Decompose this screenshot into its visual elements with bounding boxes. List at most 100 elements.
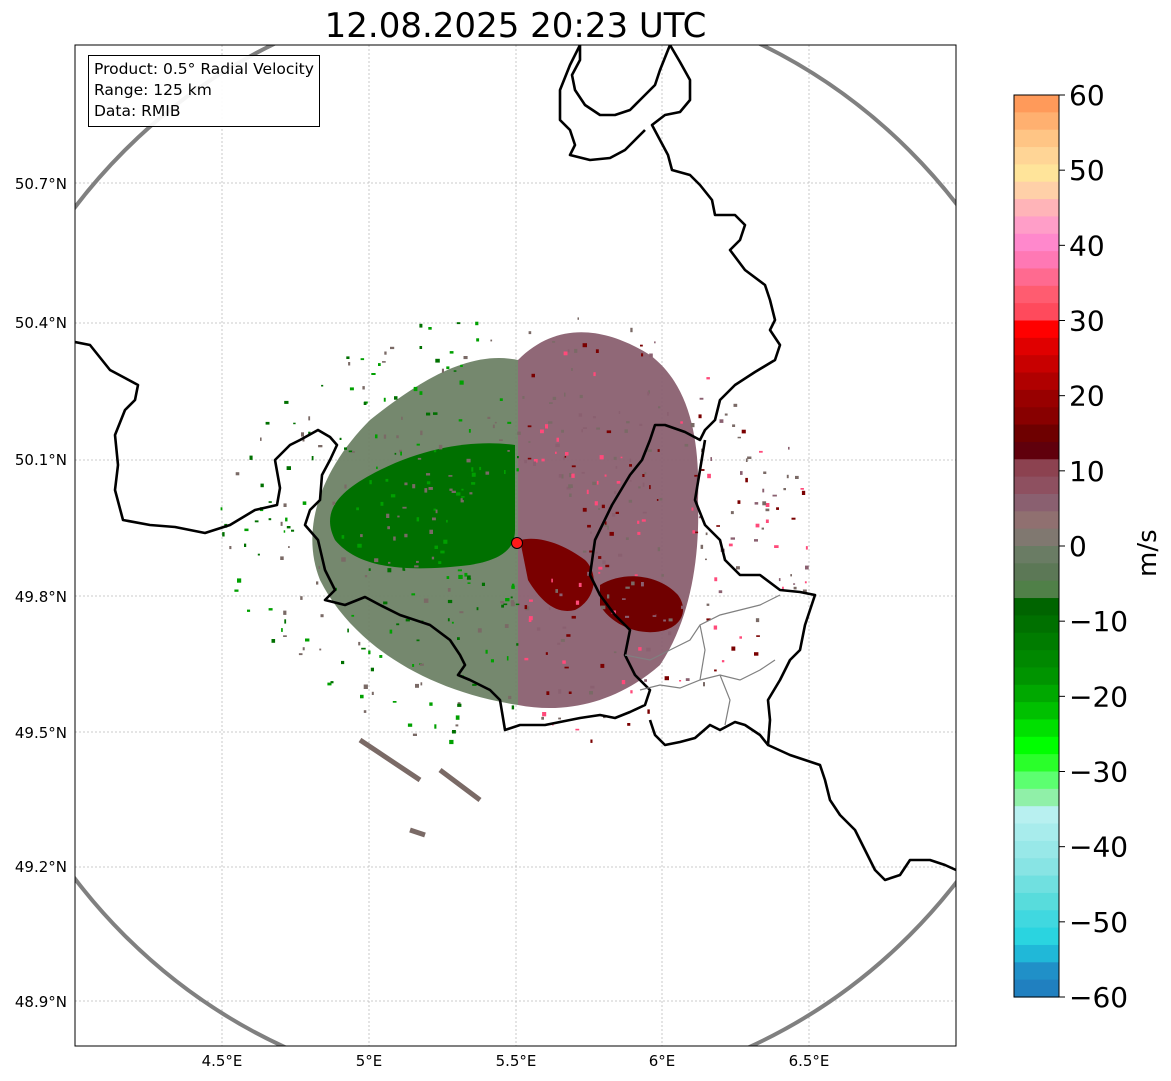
- map-frame: [74, 44, 957, 1047]
- colorbar-tick-label: 0: [1069, 530, 1087, 563]
- echo-speckle: [710, 457, 712, 461]
- echo-speckle: [508, 695, 512, 700]
- echo-speckle: [611, 513, 616, 517]
- colorbar-band: [1014, 944, 1059, 963]
- echo-speckle: [548, 421, 553, 424]
- echo-speckle: [348, 362, 351, 366]
- echo-speckle: [740, 471, 743, 475]
- echo-speckle: [504, 470, 506, 474]
- echo-speckle: [641, 519, 646, 522]
- regional-borders: [624, 594, 781, 726]
- echo-speckle: [568, 691, 572, 694]
- echo-speckle: [563, 351, 568, 356]
- echo-speckle: [582, 550, 587, 553]
- echo-speckle: [476, 607, 479, 611]
- echo-speckle: [561, 572, 565, 575]
- colorbar-band: [1014, 736, 1059, 755]
- echo-speckle: [625, 615, 630, 618]
- echo-speckle: [388, 561, 392, 564]
- echo-speckle: [546, 691, 550, 695]
- echo-speckle: [615, 466, 618, 469]
- echo-speckle: [506, 656, 509, 661]
- echo-speckle: [446, 576, 450, 579]
- echo-speckle: [598, 571, 601, 574]
- echo-speckle: [510, 600, 515, 603]
- echo-speckle: [625, 586, 630, 589]
- echo-speckle: [363, 710, 367, 713]
- echo-speckle: [561, 429, 564, 433]
- echo-speckle: [618, 411, 621, 414]
- echo-speckle: [805, 546, 808, 550]
- echo-speckle: [560, 639, 565, 642]
- colorbar-tick-label: −40: [1069, 831, 1128, 864]
- echo-speckle: [268, 501, 272, 503]
- echo-speckle: [390, 561, 393, 566]
- colorbar-ticks: 60 50 40 30 20 10 0 −10 −20 −30 −40 −50 −60: [1059, 79, 1128, 1014]
- colorbar-band: [1014, 563, 1059, 582]
- echo-speckle: [396, 623, 400, 626]
- echo-speckle: [510, 596, 513, 599]
- echo-speckle: [765, 508, 770, 512]
- echo-speckle: [641, 353, 644, 357]
- echo-speckle: [499, 476, 502, 479]
- echo-speckle: [557, 642, 561, 645]
- echo-speckle: [541, 458, 545, 462]
- echo-speckle: [582, 343, 587, 348]
- colorbar-band: [1014, 719, 1059, 738]
- echo-speckle: [638, 486, 641, 489]
- echo-speckle: [698, 414, 702, 419]
- echo-speckle: [552, 396, 557, 400]
- echo-speckle: [222, 532, 225, 537]
- echo-speckle: [528, 331, 532, 335]
- echo-speckle: [380, 501, 384, 506]
- colorbar-tick-label: −30: [1069, 756, 1128, 789]
- echo-speckle: [626, 421, 630, 424]
- echo-speckle: [642, 474, 645, 477]
- radar-site-marker[interactable]: [511, 537, 523, 549]
- echo-speckle: [492, 424, 495, 429]
- echo-speckle: [426, 473, 431, 476]
- colorbar-band: [1014, 580, 1059, 599]
- echo-speckle: [581, 471, 585, 474]
- echo-speckle: [634, 574, 638, 576]
- echo-speckle: [763, 471, 767, 474]
- echo-speckle: [507, 450, 510, 452]
- colorbar-band: [1014, 511, 1059, 530]
- echo-speckle: [652, 613, 656, 616]
- echo-speckle: [320, 614, 324, 618]
- echo-speckle: [616, 481, 621, 484]
- echo-speckle: [788, 446, 790, 450]
- lat-tick-label: 49.8°N: [15, 588, 67, 606]
- echo-speckle: [494, 421, 497, 424]
- colorbar-band: [1014, 459, 1059, 478]
- echo-speckle: [434, 724, 437, 729]
- echo-speckle: [649, 485, 651, 490]
- colorbar-band: [1014, 147, 1059, 165]
- echo-speckle: [419, 391, 423, 395]
- echo-speckle: [403, 568, 406, 571]
- echo-speckle: [533, 461, 536, 466]
- echo-speckle: [592, 416, 596, 419]
- echo-speckle: [364, 575, 368, 578]
- echo-speckle: [716, 525, 720, 527]
- echo-speckle: [587, 571, 590, 576]
- echo-speckle: [772, 494, 777, 497]
- echo-speckle: [490, 339, 493, 342]
- colorbar-band: [1014, 632, 1059, 651]
- echo-speckle: [511, 705, 515, 710]
- echo-outbound-core: [600, 576, 684, 633]
- echo-speckle: [607, 525, 609, 530]
- echo-speckle: [396, 435, 399, 439]
- colorbar-band: [1014, 303, 1059, 322]
- echo-speckle: [347, 628, 349, 633]
- echo-speckle: [433, 508, 437, 511]
- colorbar-band: [1014, 927, 1059, 946]
- colorbar-band: [1014, 840, 1059, 859]
- echo-speckle: [448, 475, 453, 477]
- echo-speckle: [782, 586, 784, 590]
- echo-speckle: [449, 351, 454, 354]
- echo-speckle: [629, 458, 632, 462]
- echo-speckle: [528, 618, 532, 622]
- echo-speckle: [730, 537, 735, 540]
- colorbar-bands: [1014, 95, 1059, 998]
